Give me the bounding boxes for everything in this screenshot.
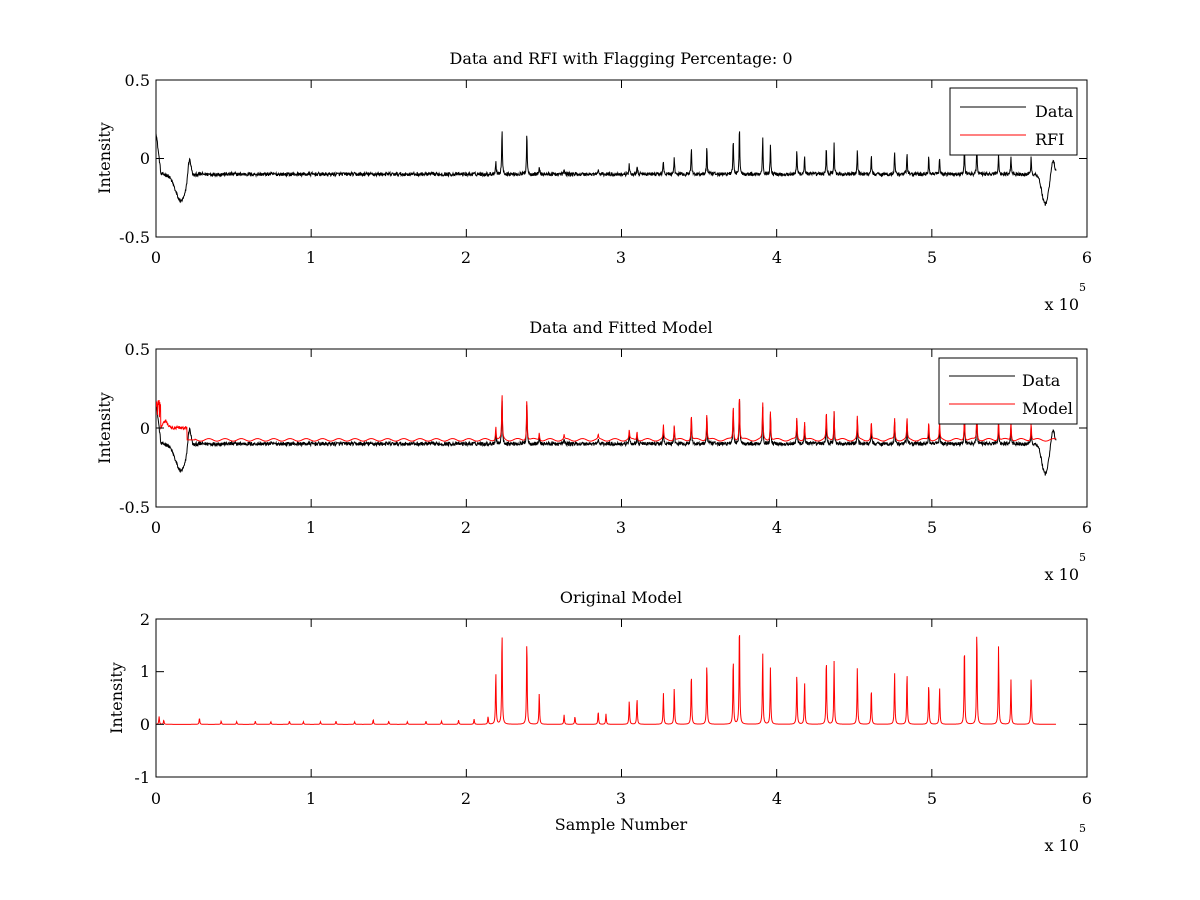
chart-title: Data and RFI with Flagging Percentage: 0 [449,49,792,68]
y-tick-label: 0.5 [125,71,150,90]
series-data-line [156,400,1057,476]
y-tick-label: -0.5 [119,228,150,247]
y-tick-label: 2 [140,610,150,629]
x-tick-label: 5 [927,518,937,537]
plot-lines [156,635,1056,725]
x-tick-label: 4 [772,518,782,537]
x-tick-labels: 0 1 2 3 4 5 6 [151,518,1092,537]
x-multiplier-exponent: 5 [1079,281,1086,294]
x-tick-label: 3 [616,789,626,808]
y-tick-label: -0.5 [119,498,150,517]
series-data-line [156,131,1057,206]
series-model-line [156,395,1057,442]
x-tick-label: 4 [772,248,782,267]
x-multiplier-exponent: 5 [1079,822,1086,835]
x-tick-label: 2 [461,518,471,537]
y-tick-label: 0 [140,715,150,734]
x-multiplier-exponent: 5 [1079,551,1086,564]
y-tick-label: 1 [140,662,150,681]
x-tick-label: 1 [306,518,316,537]
legend-label-data: Data [1035,102,1074,121]
x-axis-label: Sample Number [555,815,688,834]
x-tick-label: 3 [616,248,626,267]
panel-data-and-fitted-model: Data and Fitted Model 0 1 2 3 4 5 6 0.5 … [95,318,1092,584]
series-group [156,395,1057,476]
panel-data-and-rfi: Data and RFI with Flagging Percentage: 0… [95,49,1092,314]
series-group [156,131,1057,206]
x-tick-label: 0 [151,518,161,537]
x-tick-label: 0 [151,248,161,267]
x-tick-label: 5 [927,248,937,267]
x-tick-label: 6 [1082,248,1092,267]
y-axis-label: Intensity [107,662,126,734]
series-group [156,635,1056,725]
y-tick-label: 0 [140,149,150,168]
x-tick-label: 1 [306,248,316,267]
x-tick-label: 2 [461,789,471,808]
plot-lines [156,395,1057,476]
legend: Data RFI [949,87,1078,156]
x-tick-labels: 0 1 2 3 4 5 6 [151,789,1092,808]
chart-title: Original Model [560,588,682,607]
x-tick-label: 5 [927,789,937,808]
x-tick-label: 4 [772,789,782,808]
plot-area [155,618,1088,778]
panel-original-model: Original Model 0 1 2 3 4 5 6 2 1 0 -1 In… [107,588,1092,855]
x-multiplier: x 10 [1045,836,1079,855]
y-tick-labels: 0.5 0 -0.5 [119,71,150,247]
legend-label-rfi: RFI [1035,130,1064,149]
x-tick-label: 1 [306,789,316,808]
x-tick-label: 2 [461,248,471,267]
x-multiplier: x 10 [1045,565,1079,584]
y-tick-labels: 2 1 0 -1 [134,610,150,787]
legend-label-data: Data [1022,371,1061,390]
x-tick-label: 6 [1082,518,1092,537]
y-axis-label: Intensity [95,122,114,194]
legend-label-model: Model [1022,399,1073,418]
y-tick-label: -1 [134,768,150,787]
plot-area [155,348,1088,508]
legend: Data Model [938,357,1078,425]
chart-title: Data and Fitted Model [529,318,712,337]
x-tick-label: 0 [151,789,161,808]
y-tick-labels: 0.5 0 -0.5 [119,340,150,517]
axis-ticks [155,348,1088,508]
plot-lines [156,131,1057,206]
axis-ticks [155,79,1088,238]
x-tick-label: 6 [1082,789,1092,808]
x-tick-label: 3 [616,518,626,537]
axis-ticks [155,618,1088,778]
y-tick-label: 0.5 [125,340,150,359]
series-model-line [156,635,1056,725]
x-tick-labels: 0 1 2 3 4 5 6 [151,248,1092,267]
legend-box [938,357,1078,425]
x-multiplier: x 10 [1045,295,1079,314]
legend-box [949,87,1078,156]
plot-area [155,79,1088,238]
y-axis-label: Intensity [95,392,114,464]
y-tick-label: 0 [140,419,150,438]
